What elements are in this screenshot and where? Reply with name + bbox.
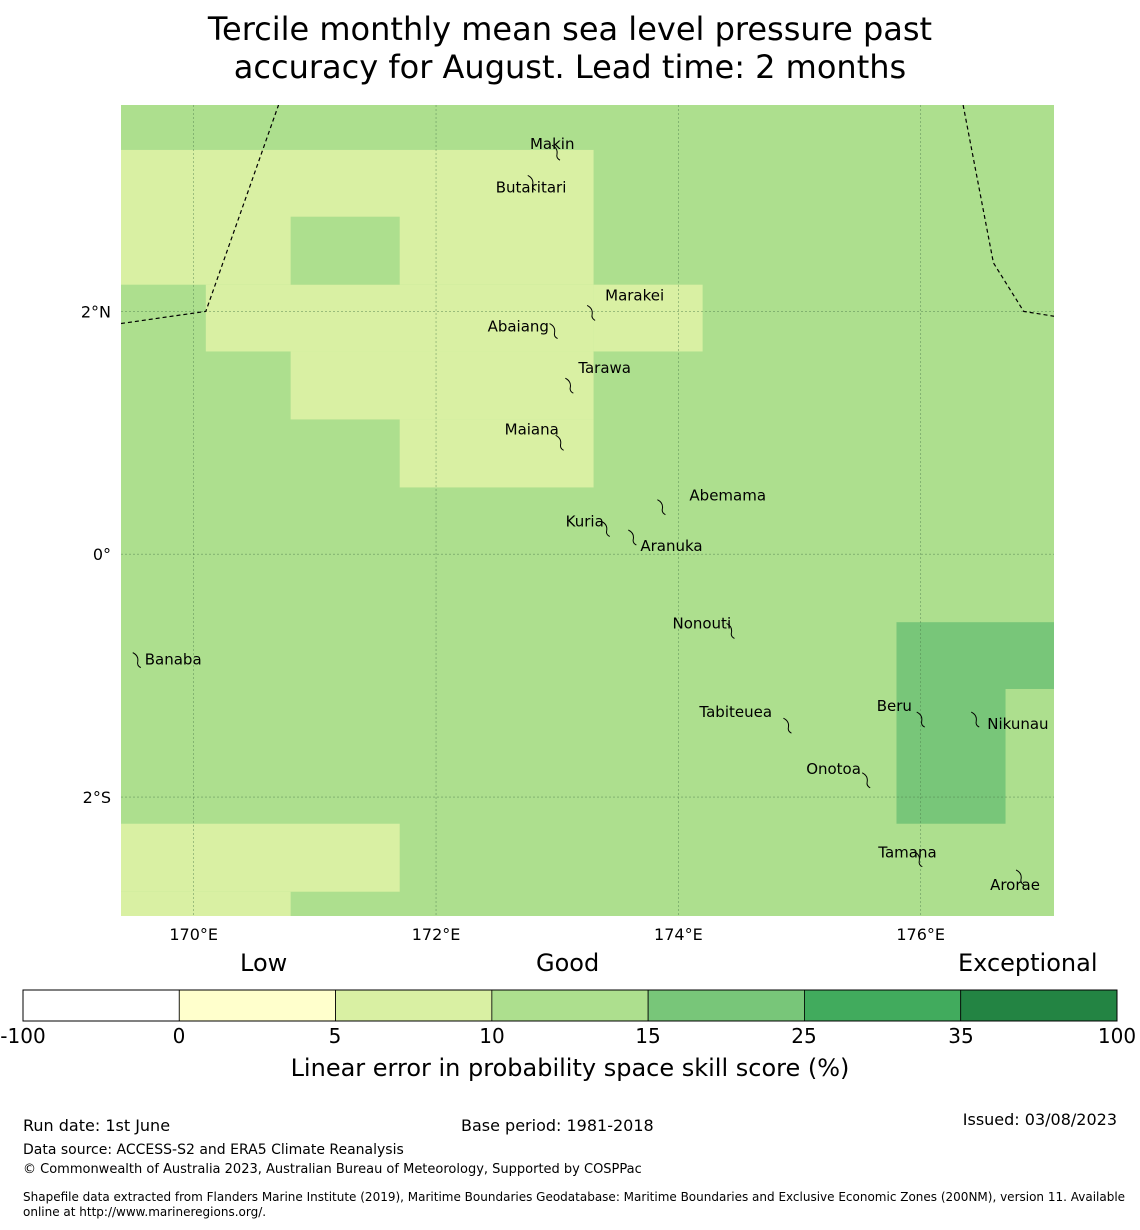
colorbar-tick: 15	[635, 1024, 661, 1048]
colorbar-frame	[22, 989, 1118, 1022]
colorbar-tick: -100	[0, 1024, 46, 1048]
lat-tick-label: 0°	[93, 545, 111, 564]
colorbar-tick: 0	[172, 1024, 186, 1048]
lon-tick-label: 176°E	[896, 925, 945, 944]
island-outline	[628, 529, 637, 546]
island-label: Nonouti	[672, 614, 731, 632]
colorbar-tick: 10	[479, 1024, 505, 1048]
island-outline	[586, 304, 596, 321]
shapefile-note: Shapefile data extracted from Flanders M…	[23, 1190, 1126, 1219]
colorbar-swatch	[22, 989, 180, 1022]
lat-tick-label: 2°S	[83, 788, 111, 807]
island-outline	[132, 652, 141, 669]
island-label: Maiana	[505, 420, 559, 438]
island-outline	[726, 623, 735, 639]
skill-cell	[593, 284, 703, 352]
island-outline	[555, 434, 564, 451]
island-label: Banaba	[145, 651, 202, 669]
colorbar-swatch	[491, 989, 649, 1022]
island-outline	[657, 499, 666, 516]
colorbar-category-good: Good	[536, 949, 600, 977]
island-label: Kuria	[566, 512, 604, 530]
colorbar-tick: 100	[1097, 1024, 1137, 1048]
colorbar-swatch	[647, 989, 805, 1022]
colorbar-swatch	[335, 989, 493, 1022]
map-title: Tercile monthly mean sea level pressure …	[0, 10, 1140, 86]
title-line-1: Tercile monthly mean sea level pressure …	[207, 10, 933, 48]
colorbar-swatch	[178, 989, 336, 1022]
colorbar-swatch	[804, 989, 962, 1022]
colorbar-swatch	[960, 989, 1118, 1022]
skill-cell	[399, 419, 594, 488]
island-outline	[1015, 869, 1025, 886]
skill-cell	[121, 891, 291, 916]
island-outline	[783, 717, 792, 734]
skill-cell	[290, 351, 594, 420]
skill-cell	[896, 688, 1006, 824]
island-label: Abemama	[689, 487, 766, 505]
copyright: © Commonwealth of Australia 2023, Austra…	[23, 1162, 642, 1177]
island-label: Abaiang	[488, 318, 549, 336]
skill-cell	[205, 284, 594, 352]
island-label: Tabiteuea	[698, 703, 772, 721]
lon-tick-label: 170°E	[169, 925, 218, 944]
map-plot-area: Makin Butaritari Marakei Abaiang Tarawa Maian…	[121, 105, 1054, 916]
colorbar-tick: 25	[791, 1024, 817, 1048]
colorbar-category-low: Low	[240, 949, 288, 977]
lon-tick-label: 172°E	[412, 925, 461, 944]
skill-cell	[290, 216, 400, 285]
island-label: Tamana	[877, 844, 936, 862]
title-line-2: accuracy for August. Lead time: 2 months	[233, 48, 907, 86]
island-outline	[861, 772, 871, 789]
island-outline	[565, 377, 574, 394]
island-label: Butaritari	[496, 178, 567, 196]
skill-cell	[896, 622, 1054, 689]
base-period: Base period: 1981-2018	[461, 1116, 654, 1135]
lon-tick-label: 174°E	[654, 925, 703, 944]
island-outline	[601, 521, 610, 537]
colorbar-tick: 5	[328, 1024, 342, 1048]
island-label: Aranuka	[640, 537, 702, 555]
data-source: Data source: ACCESS-S2 and ERA5 Climate …	[23, 1142, 404, 1158]
colorbar-category-exceptional: Exceptional	[958, 949, 1098, 977]
island-label: Beru	[877, 697, 912, 715]
island-label: Marakei	[605, 286, 664, 304]
island-outline	[914, 851, 923, 868]
colorbar-tick: 35	[948, 1024, 974, 1048]
island-label: Nikunau	[987, 715, 1048, 733]
colorbar-label: Linear error in probability space skill …	[290, 1054, 850, 1082]
island-outline	[916, 711, 925, 728]
run-date: Run date: 1st June	[23, 1116, 171, 1135]
island-label: Tarawa	[577, 359, 631, 377]
island-outline	[971, 711, 980, 728]
island-label: Onotoa	[806, 760, 861, 778]
lat-tick-label: 2°N	[81, 302, 111, 321]
eez-boundary-east	[962, 105, 1054, 317]
island-outline	[549, 323, 558, 340]
island-outline	[551, 144, 561, 161]
issued-date: Issued: 03/08/2023	[962, 1110, 1117, 1129]
island-label: Arorae	[990, 876, 1040, 894]
eez-boundary-west	[121, 105, 280, 325]
island-outline	[527, 175, 537, 191]
skill-cell	[121, 823, 400, 892]
island-label: Makin	[530, 135, 575, 153]
